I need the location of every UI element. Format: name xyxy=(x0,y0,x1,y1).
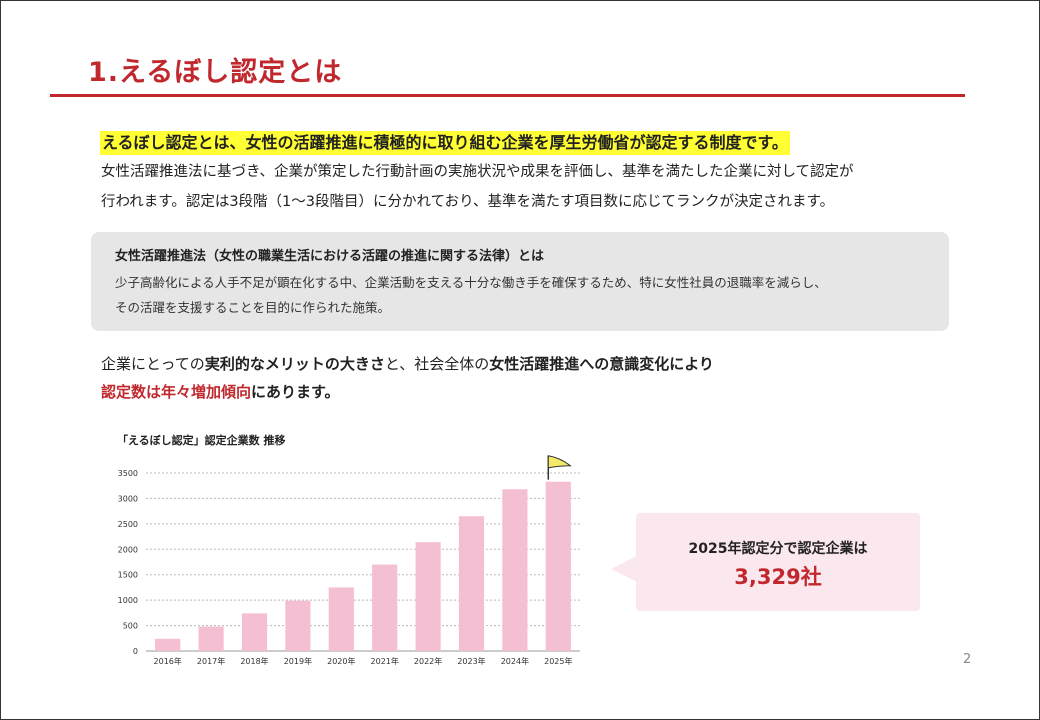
message-bold: にあります。 xyxy=(251,383,340,401)
bar xyxy=(372,564,398,651)
x-tick-label: 2023年 xyxy=(457,656,485,666)
slide-title: 1.えるぼし認定とは xyxy=(88,57,343,88)
x-tick-label: 2022年 xyxy=(414,656,442,666)
bar xyxy=(285,600,311,651)
y-tick-label: 2000 xyxy=(118,545,138,554)
chart-title: 「えるぼし認定」認定企業数 推移 xyxy=(117,434,286,447)
bar xyxy=(328,587,354,651)
message-red-emphasis: 認定数は年々増加傾向 xyxy=(101,383,252,401)
intro-line-2: 行われます。認定は3段階（1〜3段階目）に分かれており、基準を満たす項目数に応じ… xyxy=(101,194,835,210)
y-tick-label: 3500 xyxy=(118,469,138,478)
y-tick-label: 0 xyxy=(133,647,138,656)
bar xyxy=(241,613,268,651)
y-tick-label: 3000 xyxy=(118,494,138,503)
flag-icon xyxy=(547,455,572,469)
y-tick-label: 1500 xyxy=(118,571,138,580)
x-tick-label: 2024年 xyxy=(501,656,529,666)
page-number: 2 xyxy=(963,652,972,667)
x-tick-label: 2025年 xyxy=(544,656,572,666)
message-bold: 実利的なメリットの大きさ xyxy=(204,355,385,373)
x-tick-label: 2019年 xyxy=(284,656,312,666)
message-line-1: 企業にとっての実利的なメリットの大きさと、社会全体の女性活躍推進への意識変化によ… xyxy=(101,353,714,375)
definition-box xyxy=(91,232,949,331)
y-tick-label: 1000 xyxy=(118,596,138,605)
callout-pointer xyxy=(611,556,637,582)
bar xyxy=(155,638,181,651)
x-tick-label: 2020年 xyxy=(327,656,355,666)
callout-total: 3,329社 xyxy=(734,565,822,589)
y-tick-label: 500 xyxy=(123,622,138,631)
callout-line-1: 2025年認定分で認定企業は xyxy=(688,541,868,557)
message-text: と、社会全体の xyxy=(384,355,490,373)
title-underline xyxy=(50,94,965,97)
x-tick-label: 2016年 xyxy=(154,656,182,666)
bar xyxy=(458,516,485,651)
bar xyxy=(198,626,224,651)
bar xyxy=(502,489,528,651)
bar-chart: 0 500 1000 1500 2000 2500 3000 3500 2016年 2017年 20… xyxy=(118,455,580,666)
definition-line-2: その活躍を支援することを目的に作られた施策。 xyxy=(115,300,391,315)
message-text: 企業にとっての xyxy=(101,355,205,373)
bar xyxy=(545,481,571,651)
callout-box xyxy=(636,513,920,611)
x-tick-label: 2017年 xyxy=(197,656,225,666)
definition-title: 女性活躍推進法（女性の職業生活における活躍の推進に関する法律）とは xyxy=(115,249,545,264)
message-line-2: 認定数は年々増加傾向にあります。 xyxy=(101,381,340,403)
bar xyxy=(415,542,441,651)
y-tick-label: 2500 xyxy=(118,520,138,529)
x-tick-label: 2018年 xyxy=(240,656,268,666)
intro-line-1: 女性活躍推進法に基づき、企業が策定した行動計画の実施状況や成果を評価し、基準を満… xyxy=(101,164,854,180)
definition-line-1: 少子高齢化による人手不足が顕在化する中、企業活動を支える十分な働き手を確保するた… xyxy=(115,275,827,290)
message-bold: 女性活躍推進への意識変化により xyxy=(489,355,714,373)
lead-highlight: えるぼし認定とは、女性の活躍推進に積極的に取り組む企業を厚生労働省が認定する制度… xyxy=(100,131,790,155)
x-tick-label: 2021年 xyxy=(371,656,399,666)
